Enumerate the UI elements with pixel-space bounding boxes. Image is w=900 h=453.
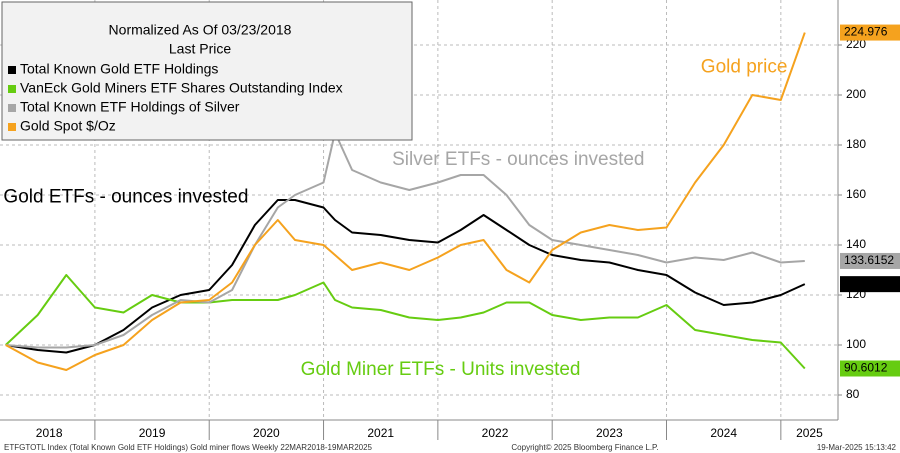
end-label: 90.6012 (844, 361, 888, 375)
y-tick-label: 220 (846, 37, 866, 51)
series-line (5, 32, 806, 371)
legend-header: Normalized As Of 03/23/2018 (109, 22, 292, 38)
legend-label: Gold Spot $/Oz (20, 118, 116, 134)
y-tick-label: 160 (846, 187, 866, 201)
annotation: Silver ETFs - ounces invested (392, 149, 644, 170)
end-label-box (840, 360, 900, 377)
legend-label: Total Known ETF Holdings of Silver (20, 99, 240, 115)
legend-box (1, 1, 413, 141)
series-line (5, 274, 806, 370)
end-label: 224.976 (844, 25, 888, 39)
x-tick-label: 2019 (139, 426, 166, 440)
x-tick-label: 2023 (596, 426, 623, 440)
end-label-box (840, 276, 900, 293)
grid (0, 0, 842, 440)
x-tick-label: 2018 (36, 426, 63, 440)
y-tick-label: 140 (846, 237, 866, 251)
x-tick-label: 2024 (710, 426, 737, 440)
x-tick-label: 2022 (482, 426, 509, 440)
series-line (5, 131, 805, 349)
legend-swatch (8, 104, 16, 112)
x-tick-label: 2025 (796, 426, 823, 440)
y-tick-label: 80 (846, 387, 860, 401)
y-tick-label: 100 (846, 337, 866, 351)
x-tick-label: 2020 (253, 426, 280, 440)
y-tick-label: 200 (846, 87, 866, 101)
legend-label: Total Known Gold ETF Holdings (20, 61, 218, 77)
legend-header: Last Price (169, 41, 231, 57)
lines (5, 32, 806, 371)
legend-swatch (8, 85, 16, 93)
annotation: Gold ETFs - ounces invested (3, 187, 248, 208)
end-label: 124.3437 (844, 276, 894, 290)
series-line (5, 199, 806, 354)
legend-swatch (8, 66, 16, 74)
x-tick-label: 2021 (367, 426, 394, 440)
footer-left: ETFGTOTL Index (Total Known Gold ETF Hol… (4, 443, 373, 452)
legend: Normalized As Of 03/23/2018 Last Price T… (1, 1, 413, 141)
footer-right: 19-Mar-2025 15:13:42 (817, 443, 897, 452)
end-label-box (840, 252, 900, 269)
footer-center: Copyright© 2025 Bloomberg Finance L.P. (511, 443, 658, 452)
annotation: Gold Miner ETFs - Units invested (301, 359, 581, 380)
end-label-box (840, 24, 900, 41)
legend-swatch (8, 123, 16, 131)
end-label: 133.6152 (844, 253, 894, 267)
y-tick-label: 180 (846, 137, 866, 151)
annotation: Gold price (701, 57, 788, 78)
legend-label: VanEck Gold Miners ETF Shares Outstandin… (20, 80, 343, 96)
